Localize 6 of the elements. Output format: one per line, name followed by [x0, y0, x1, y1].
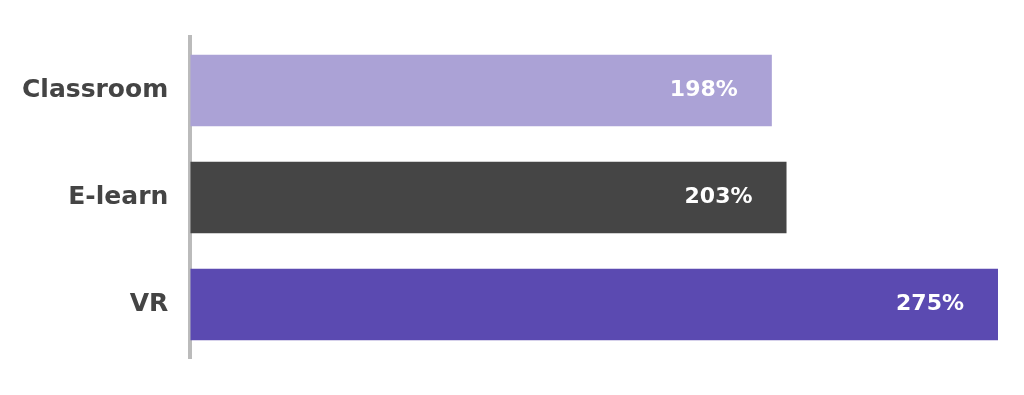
data-label: 198%	[669, 76, 738, 102]
data-label: 275%	[896, 290, 964, 316]
y-tick-label: VR	[129, 288, 169, 317]
data-label: 203%	[684, 183, 753, 209]
y-tick-label: Classroom	[22, 74, 169, 103]
y-tick-label: E-learn	[68, 181, 169, 210]
